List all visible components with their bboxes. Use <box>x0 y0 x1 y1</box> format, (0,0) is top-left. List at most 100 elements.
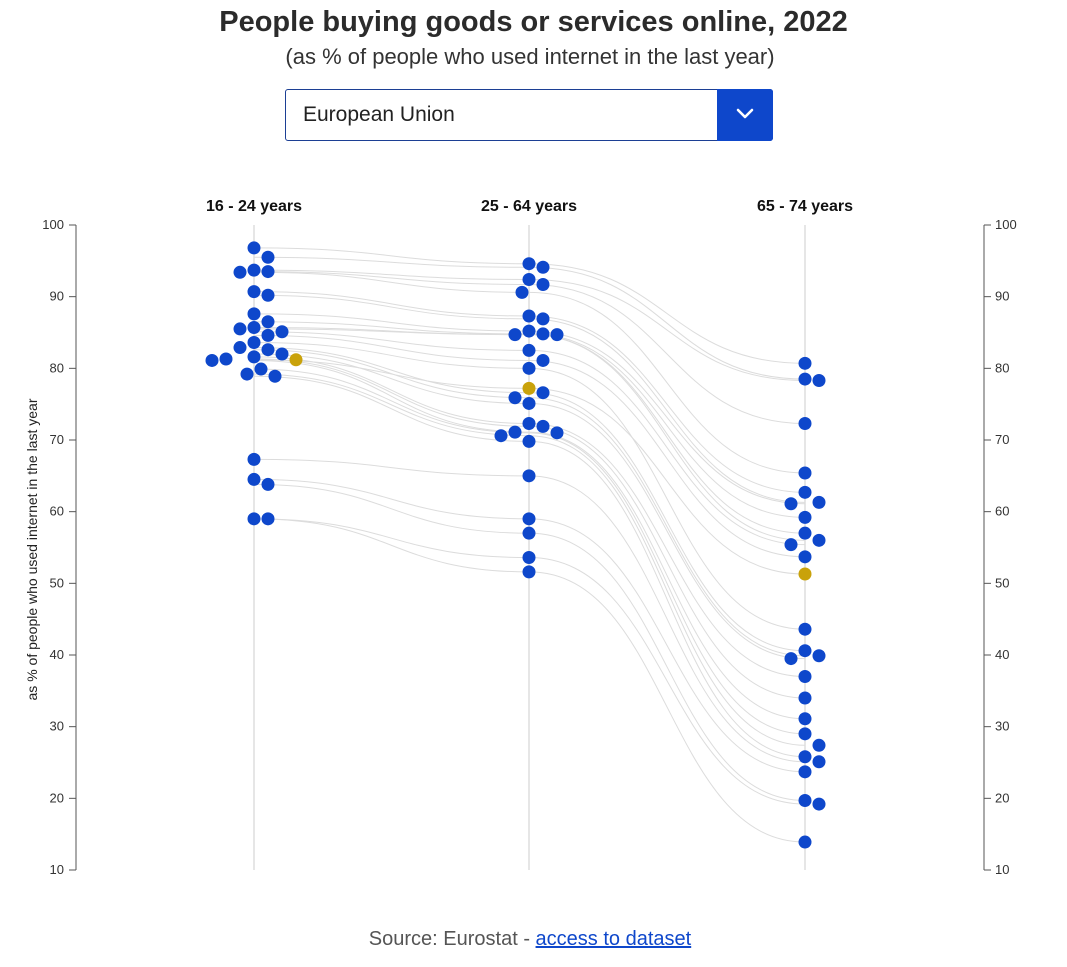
data-point <box>798 793 812 807</box>
category-label-3: 65 - 74 years <box>757 198 853 215</box>
y-tick-label-right: 10 <box>995 862 1009 877</box>
data-point <box>508 425 522 439</box>
data-point <box>240 367 254 381</box>
data-point <box>812 738 826 752</box>
y-tick-label-right: 50 <box>995 575 1009 590</box>
data-point <box>254 362 268 376</box>
data-point <box>261 288 275 302</box>
data-point <box>798 417 812 431</box>
data-point <box>522 551 536 565</box>
y-tick-label-right: 100 <box>995 217 1017 232</box>
category-label-1: 16 - 24 years <box>206 198 302 215</box>
data-point <box>522 396 536 410</box>
y-tick-label-right: 60 <box>995 504 1009 519</box>
series-line <box>253 271 806 474</box>
data-point <box>261 250 275 264</box>
y-tick-label-left: 70 <box>50 432 64 447</box>
data-point <box>550 426 564 440</box>
data-point <box>275 347 289 361</box>
data-point <box>522 361 536 375</box>
data-point <box>205 353 219 367</box>
y-tick-label-left: 80 <box>50 360 64 375</box>
data-point <box>798 835 812 849</box>
highlight-point <box>522 381 536 395</box>
data-point <box>261 265 275 279</box>
series-line <box>253 518 806 843</box>
data-point <box>798 691 812 705</box>
y-tick-label-right: 80 <box>995 360 1009 375</box>
data-point <box>522 512 536 526</box>
data-point <box>522 565 536 579</box>
data-point <box>798 356 812 370</box>
data-point <box>536 419 550 433</box>
data-point <box>536 277 550 291</box>
category-label-2: 25 - 64 years <box>481 198 577 215</box>
data-point <box>219 352 233 366</box>
data-point <box>536 386 550 400</box>
y-tick-label-left: 20 <box>50 790 64 805</box>
data-point <box>812 495 826 509</box>
data-point <box>550 328 564 342</box>
data-point <box>233 265 247 279</box>
data-point <box>798 750 812 764</box>
data-point <box>515 285 529 299</box>
data-point <box>522 343 536 357</box>
data-point <box>261 328 275 342</box>
data-point <box>798 670 812 683</box>
data-point <box>812 374 826 388</box>
series-line <box>253 518 806 805</box>
data-point <box>247 263 261 277</box>
series-line <box>253 347 806 652</box>
series-line <box>253 478 806 773</box>
data-point <box>798 765 812 779</box>
dataset-link[interactable]: access to dataset <box>535 928 692 950</box>
source-footer: Source: Eurostat - access to dataset <box>0 928 1060 951</box>
data-point <box>261 512 275 526</box>
data-point <box>812 755 826 769</box>
dropdown-button[interactable] <box>717 89 773 141</box>
data-point <box>522 526 536 540</box>
series-line <box>253 342 806 630</box>
highlight-point <box>289 353 303 367</box>
data-point <box>522 469 536 483</box>
data-point <box>798 372 812 386</box>
data-point <box>247 336 261 350</box>
source-text: Source: Eurostat - <box>368 928 536 950</box>
y-tick-label-right: 30 <box>995 719 1009 734</box>
data-point <box>247 320 261 334</box>
series-line <box>253 458 806 763</box>
data-point <box>536 353 550 367</box>
data-point <box>508 391 522 405</box>
data-point <box>798 550 812 564</box>
y-tick-label-left: 30 <box>50 719 64 734</box>
country-select[interactable]: European Union <box>285 89 773 141</box>
data-point <box>261 315 275 329</box>
data-point <box>522 417 536 431</box>
data-point <box>508 328 522 342</box>
y-tick-label-right: 20 <box>995 790 1009 805</box>
data-point <box>247 452 261 466</box>
y-tick-label-right: 70 <box>995 432 1009 447</box>
data-point <box>494 429 508 443</box>
data-point <box>798 712 812 726</box>
data-point <box>812 533 826 547</box>
data-point <box>798 644 812 658</box>
data-point <box>798 526 812 540</box>
data-point <box>798 622 812 636</box>
data-point <box>268 369 282 383</box>
chart-title: People buying goods or services online, … <box>219 6 848 38</box>
data-point <box>536 312 550 326</box>
data-point <box>261 343 275 357</box>
chart-subtitle: (as % of people who used internet in the… <box>285 44 775 69</box>
data-point <box>522 324 536 338</box>
data-point <box>784 652 798 666</box>
data-point <box>812 797 826 811</box>
y-tick-label-left: 60 <box>50 504 64 519</box>
data-point <box>247 350 261 364</box>
data-point <box>798 485 812 499</box>
data-point <box>522 272 536 286</box>
data-point <box>233 322 247 336</box>
series-line <box>253 483 806 801</box>
data-point <box>247 512 261 526</box>
